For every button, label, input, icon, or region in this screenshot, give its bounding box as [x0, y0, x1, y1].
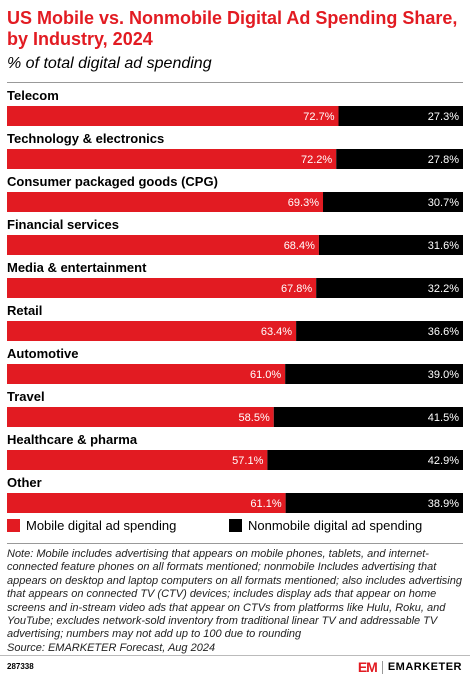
data-label-nonmobile: 27.3%	[428, 111, 459, 123]
bar-nonmobile	[285, 493, 463, 513]
bar-nonmobile	[267, 450, 463, 470]
data-label-mobile: 63.4%	[261, 326, 292, 338]
footnote: Note: Mobile includes advertising that a…	[7, 548, 465, 655]
bar-mobile	[7, 321, 297, 341]
bar-nonmobile	[323, 192, 463, 212]
source-text: Source: EMARKETER Forecast, Aug 2024	[7, 641, 216, 654]
category-label: Consumer packaged goods (CPG)	[7, 174, 218, 189]
chart-title: US Mobile vs. Nonmobile Digital Ad Spend…	[7, 8, 458, 49]
category-label: Retail	[7, 303, 42, 318]
bar-nonmobile	[316, 278, 463, 298]
bar-mobile	[7, 192, 324, 212]
legend-item-mobile: Mobile digital ad spending	[7, 518, 176, 533]
legend-swatch-mobile	[7, 519, 20, 532]
chart-id: 287338	[7, 662, 34, 671]
data-label-nonmobile: 27.8%	[428, 154, 459, 166]
data-label-mobile: 61.1%	[250, 498, 281, 510]
data-label-nonmobile: 31.6%	[428, 240, 459, 252]
category-label: Financial services	[7, 217, 119, 232]
brand-name: EMARKETER	[387, 661, 462, 673]
bar-mobile	[7, 407, 274, 427]
top-divider	[7, 82, 463, 83]
bottom-divider	[7, 543, 463, 544]
data-label-mobile: 58.5%	[239, 412, 270, 424]
bar-nonmobile	[285, 364, 463, 384]
legend-label-nonmobile: Nonmobile digital ad spending	[248, 518, 423, 533]
data-label-mobile: 72.7%	[303, 111, 334, 123]
data-label-nonmobile: 41.5%	[428, 412, 459, 424]
bar-nonmobile	[336, 149, 463, 169]
category-label: Media & entertainment	[7, 260, 147, 275]
chart-subtitle: % of total digital ad spending	[7, 55, 212, 72]
legend-item-nonmobile: Nonmobile digital ad spending	[229, 518, 422, 533]
data-label-nonmobile: 30.7%	[428, 197, 459, 209]
em-logo-icon: EM	[357, 659, 378, 675]
category-label: Other	[7, 475, 42, 490]
bar-mobile	[7, 149, 337, 169]
bar-nonmobile	[296, 321, 463, 341]
category-label: Automotive	[7, 346, 79, 361]
bar-nonmobile	[273, 407, 463, 427]
legend-swatch-nonmobile	[229, 519, 242, 532]
stacked-bar-chart: Telecom 72.7% 27.3% Technology & electronic…	[7, 88, 463, 513]
category-label: Healthcare & pharma	[7, 432, 138, 447]
brand-logo: EM EMARKETER	[358, 659, 462, 675]
data-label-mobile: 61.0%	[250, 369, 281, 381]
data-label-mobile: 69.3%	[288, 197, 319, 209]
bar-nonmobile	[318, 235, 463, 255]
data-label-mobile: 67.8%	[281, 283, 312, 295]
data-label-mobile: 57.1%	[232, 455, 263, 467]
bar-mobile	[7, 493, 286, 513]
bar-nonmobile	[338, 106, 463, 126]
category-label: Travel	[7, 389, 45, 404]
note-text: Note: Mobile includes advertising that a…	[7, 548, 462, 641]
bar-mobile	[7, 364, 286, 384]
category-label: Technology & electronics	[7, 131, 164, 146]
legend-label-mobile: Mobile digital ad spending	[26, 518, 177, 533]
bar-mobile	[7, 106, 339, 126]
data-label-nonmobile: 42.9%	[428, 455, 459, 467]
data-label-nonmobile: 32.2%	[428, 283, 459, 295]
category-label: Telecom	[7, 88, 59, 103]
data-label-nonmobile: 36.6%	[428, 326, 459, 338]
bar-mobile	[7, 450, 268, 470]
data-label-mobile: 68.4%	[284, 240, 315, 252]
data-label-nonmobile: 39.0%	[428, 369, 459, 381]
data-label-nonmobile: 38.9%	[428, 498, 459, 510]
bar-mobile	[7, 235, 319, 255]
brand-separator	[381, 660, 383, 674]
footer-divider	[0, 655, 470, 656]
bar-mobile	[7, 278, 317, 298]
data-label-mobile: 72.2%	[301, 154, 332, 166]
